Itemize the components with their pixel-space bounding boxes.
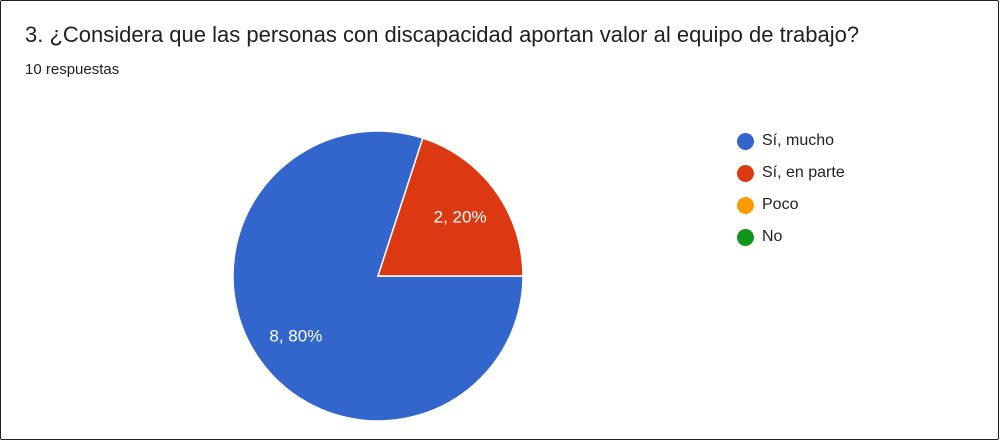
legend-swatch-icon [737,228,754,246]
legend-label: Sí, en parte [762,164,845,181]
legend-item[interactable]: Sí, mucho [737,129,845,153]
legend-label: No [762,228,783,245]
chart-legend: Sí, mucho Sí, en parte Poco No [737,129,845,257]
legend-swatch-icon [737,132,754,150]
legend-swatch-icon [737,164,754,182]
legend-item[interactable]: No [737,225,845,249]
legend-item[interactable]: Sí, en parte [737,161,845,185]
pie-slices [232,130,524,422]
response-count: 10 respuestas [25,61,120,78]
pie-slice-labels: 8, 80% 2, 20% [269,207,486,345]
legend-item[interactable]: Poco [737,193,845,217]
legend-label: Poco [762,196,799,213]
legend-swatch-icon [737,196,754,214]
question-title: 3. ¿Considera que las personas con disca… [25,22,860,47]
legend-label: Sí, mucho [762,132,835,149]
pie-slice-1[interactable] [376,137,524,277]
slice-label-0: 8, 80% [269,327,322,346]
slice-label-1: 2, 20% [434,207,487,226]
